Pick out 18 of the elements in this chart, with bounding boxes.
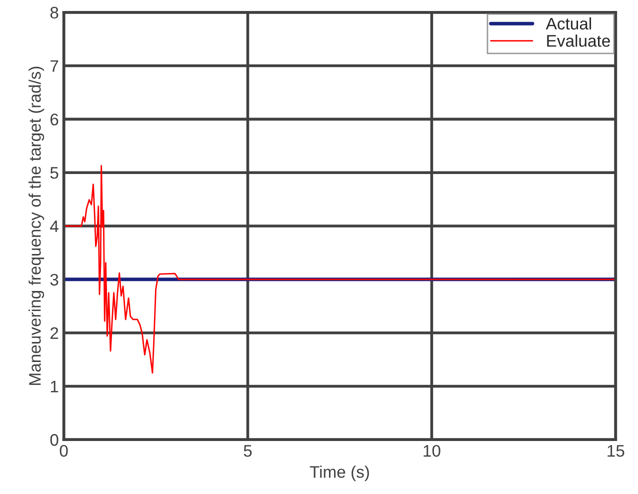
y-axis-title: Maneuvering frequency of the target (rad/s) bbox=[28, 66, 44, 385]
y-tick-label: 3 bbox=[50, 274, 58, 286]
legend-label: Evaluate bbox=[547, 34, 610, 47]
y-tick-label: 1 bbox=[50, 380, 58, 392]
x-tick-label: 10 bbox=[424, 444, 440, 457]
x-axis-title: Time (s) bbox=[310, 466, 369, 482]
y-tick-label: 7 bbox=[50, 60, 58, 72]
line-series bbox=[64, 164, 616, 374]
x-tick-label: 15 bbox=[608, 445, 624, 457]
y-tick-label: 8 bbox=[50, 6, 58, 19]
y-tick-label: 2 bbox=[50, 327, 58, 339]
y-tick-label: 4 bbox=[50, 220, 58, 232]
x-tick-label: 5 bbox=[244, 445, 252, 457]
x-tick-label: 0 bbox=[60, 444, 68, 457]
y-tick-label: 5 bbox=[50, 167, 58, 179]
y-tick-label: 0 bbox=[50, 434, 58, 446]
legend-label: Actual bbox=[546, 17, 592, 30]
y-tick-label: 6 bbox=[50, 114, 58, 126]
